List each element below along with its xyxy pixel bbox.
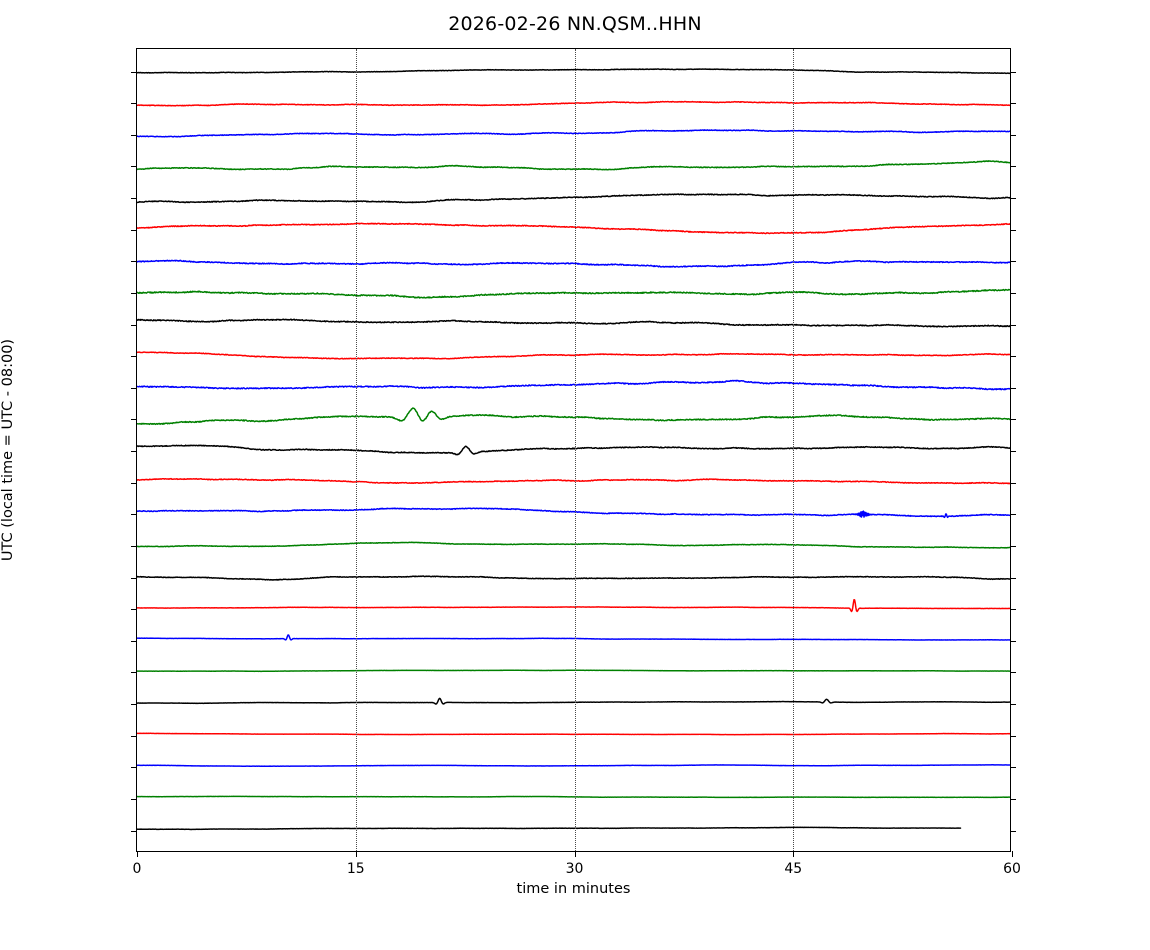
x-tick-label: 15 <box>346 861 365 877</box>
trace-020000 <box>137 669 1010 673</box>
gridline-15min <box>355 49 357 851</box>
trace-220000 <box>137 541 1010 549</box>
y-tick-mark-right <box>1010 387 1016 389</box>
y-tick-mark-right <box>1010 514 1016 516</box>
y-tick-mark-left <box>131 545 137 547</box>
y-tick-mark-left <box>131 292 137 294</box>
y-tick-mark-right <box>1010 545 1016 547</box>
gridline-30min <box>574 49 576 851</box>
trace-200000 <box>137 477 1010 485</box>
trace-210000 <box>137 507 1010 519</box>
y-tick-mark-left <box>131 767 137 769</box>
trace-230000 <box>137 575 1010 581</box>
trace-130000 <box>137 259 1010 268</box>
trace-190000 <box>137 444 1010 456</box>
x-axis-label: time in minutes <box>516 881 631 897</box>
trace-050000 <box>137 764 1010 768</box>
plot-area: 07:00:0008:00:0008:00:0009:00:0009:00:00… <box>131 48 1021 877</box>
trace-000000 <box>137 599 1010 613</box>
y-tick-mark-left <box>131 134 137 136</box>
y-tick-mark-left <box>131 198 137 199</box>
y-tick-mark-right <box>1010 419 1016 421</box>
trace-150000 <box>137 318 1010 328</box>
y-tick-mark-left <box>131 229 137 231</box>
trace-080000 <box>137 100 1010 107</box>
y-tick-mark-left <box>131 704 137 705</box>
y-tick-mark-right <box>1010 640 1016 642</box>
y-tick-mark-right <box>1010 767 1016 769</box>
y-tick-mark-right <box>1010 134 1016 136</box>
trace-070000 <box>137 826 962 831</box>
y-tick-mark-right <box>1010 261 1016 263</box>
y-tick-mark-right <box>1010 798 1016 800</box>
y-tick-mark-left <box>131 103 137 105</box>
x-tick-mark <box>793 851 795 857</box>
y-tick-mark-left <box>131 324 137 326</box>
chart-title: 2026-02-26 NN.QSM..HHN <box>448 13 702 35</box>
y-tick-mark-left <box>131 830 137 832</box>
x-tick-mark <box>137 851 138 857</box>
trace-040000 <box>137 732 1010 736</box>
y-tick-mark-left <box>131 356 137 358</box>
x-tick-mark <box>574 851 576 857</box>
y-tick-mark-right <box>1010 324 1016 326</box>
y-tick-mark-left <box>131 514 137 516</box>
x-tick-label: 0 <box>132 861 142 877</box>
y-tick-mark-right <box>1010 735 1016 737</box>
x-tick-mark <box>1012 851 1013 857</box>
trace-100000 <box>137 160 1010 171</box>
y-tick-mark-right <box>1010 166 1016 168</box>
y-tick-mark-right <box>1010 577 1016 579</box>
trace-140000 <box>137 288 1010 299</box>
gridline-45min <box>793 49 795 851</box>
trace-060000 <box>137 795 1010 799</box>
y-tick-mark-left <box>131 166 137 168</box>
trace-070000 <box>137 68 1010 75</box>
trace-180000 <box>137 407 1010 426</box>
y-tick-mark-right <box>1010 672 1016 674</box>
y-tick-mark-left <box>131 387 137 389</box>
y-tick-mark-right <box>1010 198 1016 199</box>
y-tick-mark-right <box>1010 292 1016 294</box>
y-tick-mark-left <box>131 71 137 73</box>
y-tick-mark-right <box>1010 103 1016 105</box>
y-tick-mark-right <box>1010 830 1016 832</box>
y-tick-mark-left <box>131 482 137 484</box>
trace-170000 <box>137 379 1010 391</box>
x-tick-label: 30 <box>565 861 584 877</box>
y-tick-mark-left <box>131 672 137 674</box>
y-tick-mark-left <box>131 640 137 642</box>
y-tick-mark-left <box>131 419 137 421</box>
y-tick-mark-right <box>1010 704 1016 705</box>
trace-010000 <box>137 634 1010 641</box>
y-tick-mark-left <box>131 577 137 579</box>
y-tick-mark-left <box>131 261 137 263</box>
x-tick-label: 45 <box>784 861 803 877</box>
y-tick-mark-left <box>131 609 137 611</box>
trace-160000 <box>137 351 1010 360</box>
y-tick-mark-left <box>131 735 137 737</box>
y-tick-mark-right <box>1010 71 1016 73</box>
y-tick-mark-left <box>131 451 137 452</box>
y-tick-mark-right <box>1010 451 1016 452</box>
trace-120000 <box>137 222 1010 235</box>
y-tick-mark-left <box>131 798 137 800</box>
trace-090000 <box>137 129 1010 138</box>
y-axis-label: UTC (local time = UTC - 08:00) <box>0 338 16 562</box>
x-tick-mark <box>355 851 357 857</box>
x-tick-label: 60 <box>1003 861 1021 877</box>
y-tick-mark-right <box>1010 482 1016 484</box>
waveform-traces <box>137 68 1010 831</box>
trace-030000 <box>137 697 1010 705</box>
trace-110000 <box>137 193 1010 204</box>
y-tick-mark-right <box>1010 356 1016 358</box>
y-tick-mark-right <box>1010 609 1016 611</box>
y-tick-mark-right <box>1010 229 1016 231</box>
